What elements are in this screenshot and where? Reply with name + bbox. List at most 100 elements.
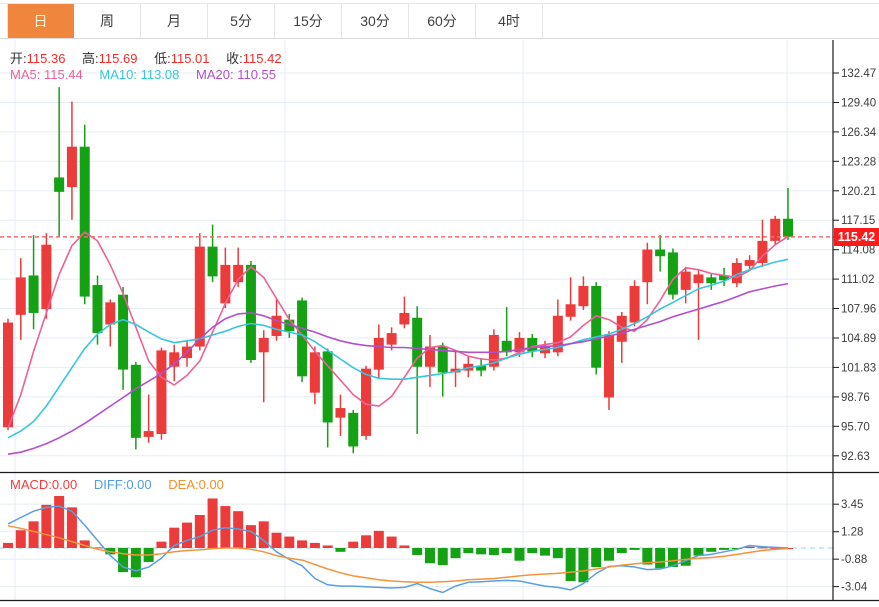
- candle-body: [642, 249, 653, 283]
- ma-legend: MA5: 115.44 MA10: 113.08 MA20: 110.55: [10, 67, 289, 82]
- ma20-value: 110.55: [237, 67, 277, 82]
- diff-label: DIFF:: [93, 477, 127, 492]
- macd-bar: [28, 521, 39, 548]
- macd-bar: [757, 547, 768, 549]
- low-label: 低:: [154, 51, 171, 66]
- macd-bar: [79, 540, 90, 548]
- tab-60min[interactable]: 60分: [409, 4, 476, 38]
- macd-bar: [783, 548, 793, 549]
- tab-day[interactable]: 日: [7, 4, 74, 38]
- macd-bar: [66, 507, 77, 548]
- macd-bar: [744, 546, 755, 548]
- candle-body: [770, 218, 781, 241]
- price-axis-label: 111.02: [841, 274, 874, 286]
- candle-body: [399, 312, 410, 325]
- macd-axis-label: 3.45: [841, 499, 863, 511]
- candle-body: [66, 146, 77, 188]
- macd-bar: [130, 548, 141, 578]
- macd-bar: [552, 548, 563, 559]
- candle-body: [194, 246, 205, 347]
- macd-bar: [399, 545, 410, 548]
- candle-body: [156, 350, 167, 434]
- macd-bar: [578, 548, 589, 583]
- macd-bar: [271, 532, 282, 548]
- low-value: 115.01: [170, 51, 210, 66]
- tab-15min[interactable]: 15分: [275, 4, 342, 38]
- ma10-line: [7, 258, 789, 439]
- macd-bar: [680, 548, 691, 566]
- macd-bar: [706, 548, 717, 552]
- ma5-value: 115.44: [43, 67, 83, 82]
- macd-bar: [424, 548, 435, 564]
- dea-label: DEA:: [168, 477, 199, 492]
- tab-30min[interactable]: 30分: [342, 4, 409, 38]
- price-axis-label: 95.70: [841, 421, 870, 433]
- macd-bar: [463, 548, 474, 554]
- candle-body: [79, 146, 90, 297]
- diff-line: [7, 505, 789, 594]
- price-axis-label: 101.83: [841, 362, 876, 374]
- macd-axis-label: -0.88: [841, 554, 867, 566]
- period-tabbar: 日 周 月 5分 15分 30分 60分 4时: [0, 3, 879, 39]
- candle-body: [233, 264, 244, 283]
- macd-bar: [335, 548, 346, 552]
- candle-body: [680, 271, 691, 290]
- candle-body: [92, 285, 103, 334]
- open-value: 115.36: [26, 51, 66, 66]
- price-axis-label: 107.96: [841, 304, 876, 316]
- macd-bar: [629, 548, 640, 550]
- candle-body: [297, 300, 308, 377]
- candle-body: [693, 274, 704, 284]
- macd-bar: [437, 548, 448, 566]
- dea-value: 0.00: [198, 477, 224, 492]
- macd-bar: [169, 527, 180, 548]
- tab-5min[interactable]: 5分: [208, 4, 275, 38]
- macd-label: MACD:: [10, 477, 52, 492]
- high-value: 115.69: [98, 51, 138, 66]
- ma10-label: MA10:: [99, 67, 137, 82]
- candle-body: [220, 264, 231, 304]
- candle-body: [54, 177, 65, 192]
- candle-body: [373, 337, 384, 370]
- candle-body: [271, 315, 282, 336]
- macd-bar: [309, 542, 320, 548]
- macd-bar: [361, 535, 372, 548]
- open-label: 开:: [10, 51, 27, 66]
- price-axis-label: 98.76: [841, 392, 870, 404]
- candle-body: [501, 340, 512, 353]
- macd-bar: [501, 548, 512, 554]
- macd-bar: [731, 548, 742, 549]
- close-label: 收:: [226, 51, 243, 66]
- macd-bar: [603, 548, 614, 561]
- macd-bar: [655, 548, 666, 569]
- macd-bar: [297, 540, 308, 548]
- macd-bar: [476, 548, 487, 555]
- candle-body: [118, 294, 129, 370]
- macd-bar: [373, 530, 384, 548]
- macd-bar: [693, 548, 704, 556]
- price-axis-label: 104.89: [841, 333, 876, 345]
- candle-body: [3, 322, 13, 428]
- diff-value: 0.00: [126, 477, 152, 492]
- macd-bar: [54, 495, 65, 548]
- ma20-line: [7, 282, 789, 455]
- price-axis-label: 129.40: [841, 97, 876, 109]
- macd-bar: [284, 536, 295, 548]
- candle-body: [591, 286, 602, 368]
- macd-bar: [488, 548, 499, 555]
- candle-body: [322, 351, 333, 423]
- tab-week[interactable]: 周: [74, 4, 141, 38]
- candle-body: [552, 315, 563, 353]
- macd-bar: [591, 548, 602, 568]
- tab-4hour[interactable]: 4时: [476, 4, 543, 38]
- macd-bar: [258, 521, 269, 548]
- candle-body: [412, 317, 423, 367]
- macd-value: 0.00: [51, 477, 78, 492]
- macd-bar: [182, 522, 193, 548]
- ma20-label: MA20:: [196, 67, 234, 82]
- tab-month[interactable]: 月: [141, 4, 208, 38]
- candle-body: [783, 218, 793, 237]
- macd-bar: [565, 548, 576, 582]
